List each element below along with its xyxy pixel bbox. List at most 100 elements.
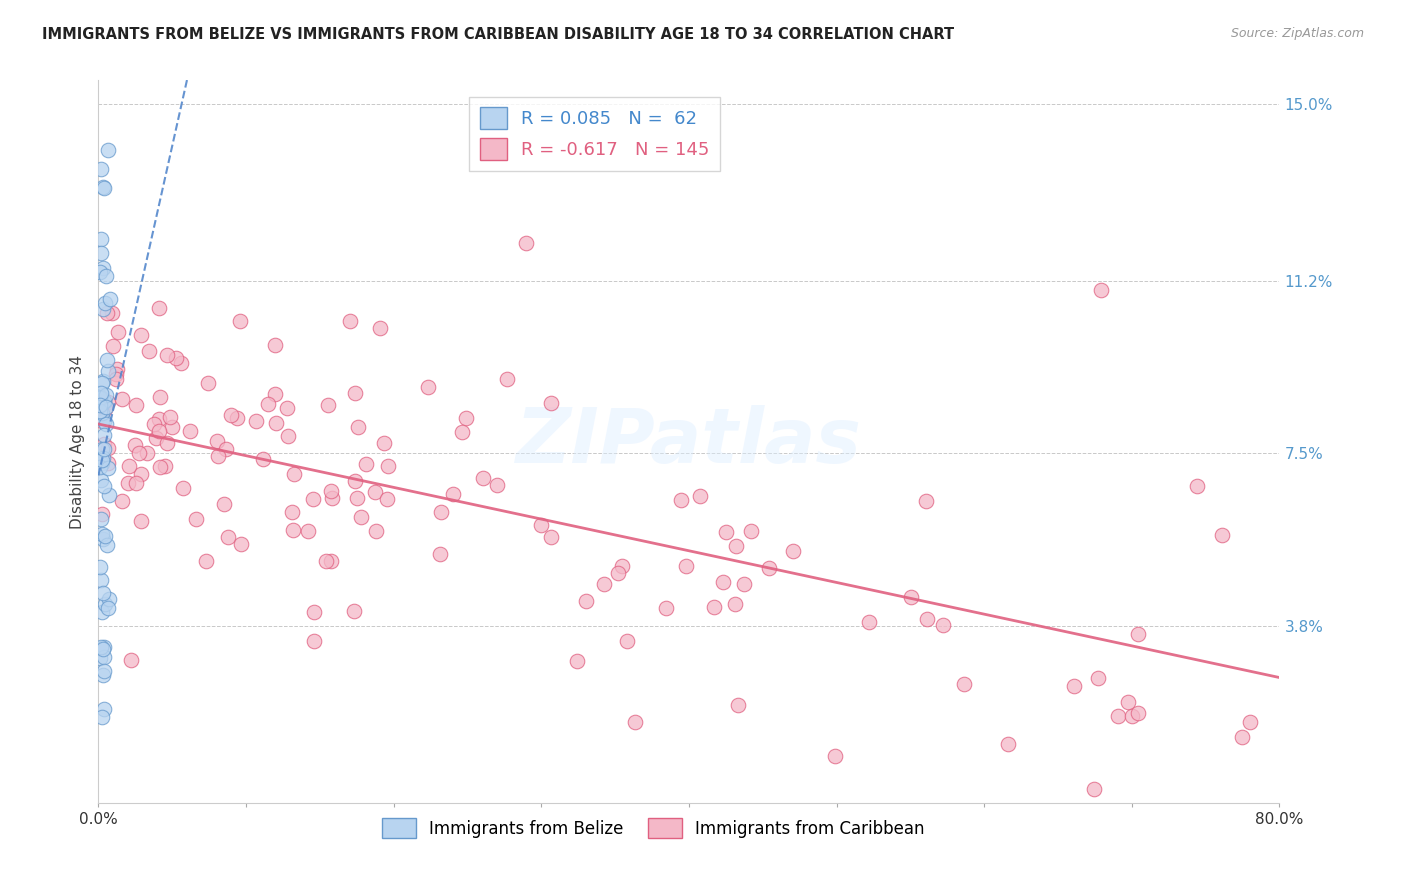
Point: [283, 523, 305, 537]
Point: [93, 442, 115, 456]
Point: [689, 489, 711, 503]
Point: [97, 601, 120, 615]
Point: [377, 458, 399, 473]
Point: [90, 526, 112, 541]
Point: [89, 560, 111, 574]
Point: [89, 232, 111, 246]
Point: [824, 749, 846, 764]
Point: [368, 321, 391, 335]
Point: [703, 600, 725, 615]
Point: [1121, 709, 1143, 723]
Point: [96, 305, 118, 319]
Text: Source: ZipAtlas.com: Source: ZipAtlas.com: [1230, 27, 1364, 40]
Point: [160, 420, 183, 434]
Point: [96, 538, 118, 552]
Point: [97, 395, 120, 409]
Point: [1107, 708, 1129, 723]
Point: [575, 594, 598, 608]
Point: [94, 529, 117, 543]
Point: [172, 481, 194, 495]
Point: [276, 401, 298, 416]
Point: [90, 386, 112, 401]
Point: [344, 385, 367, 400]
Point: [91, 586, 114, 600]
Point: [540, 396, 562, 410]
Text: IMMIGRANTS FROM BELIZE VS IMMIGRANTS FROM CARIBBEAN DISABILITY AGE 18 TO 34 CORR: IMMIGRANTS FROM BELIZE VS IMMIGRANTS FRO…: [42, 27, 955, 42]
Point: [1063, 679, 1085, 693]
Point: [441, 487, 464, 501]
Point: [264, 387, 287, 401]
Point: [149, 460, 172, 475]
Point: [1126, 706, 1149, 721]
Point: [266, 417, 288, 431]
Point: [485, 477, 508, 491]
Point: [90, 512, 112, 526]
Point: [607, 566, 630, 581]
Point: [94, 400, 117, 414]
Point: [93, 394, 115, 409]
Point: [111, 392, 134, 406]
Point: [515, 236, 537, 251]
Point: [93, 664, 115, 678]
Point: [214, 497, 236, 511]
Point: [125, 398, 148, 412]
Point: [103, 339, 125, 353]
Point: [170, 356, 193, 370]
Point: [277, 429, 299, 443]
Point: [343, 603, 366, 617]
Point: [207, 449, 229, 463]
Point: [319, 554, 342, 568]
Point: [90, 246, 112, 260]
Point: [315, 554, 337, 568]
Point: [364, 524, 387, 538]
Point: [149, 390, 172, 404]
Point: [302, 634, 325, 648]
Point: [89, 459, 111, 474]
Point: [93, 640, 115, 654]
Point: [117, 476, 139, 491]
Point: [165, 351, 187, 365]
Point: [90, 640, 112, 655]
Point: [91, 605, 114, 619]
Point: [97, 143, 120, 157]
Point: [758, 561, 780, 575]
Point: [90, 507, 112, 521]
Point: [675, 558, 697, 573]
Point: [159, 409, 181, 424]
Point: [350, 510, 373, 524]
Point: [215, 442, 238, 457]
Point: [1211, 528, 1233, 542]
Point: [740, 524, 762, 538]
Point: [914, 494, 936, 508]
Point: [727, 698, 749, 712]
Point: [90, 406, 112, 420]
Point: [179, 424, 201, 438]
Point: [257, 397, 280, 411]
Y-axis label: Disability Age 18 to 34: Disability Age 18 to 34: [69, 354, 84, 529]
Point: [1118, 695, 1140, 709]
Point: [93, 395, 115, 409]
Point: [96, 353, 118, 368]
Point: [90, 473, 112, 487]
Point: [93, 414, 115, 428]
Point: [105, 362, 128, 376]
Point: [97, 441, 120, 455]
Point: [91, 180, 114, 194]
Point: [94, 269, 117, 284]
Point: [138, 343, 160, 358]
Point: [713, 574, 735, 589]
Point: [1185, 479, 1208, 493]
Point: [917, 612, 939, 626]
Point: [724, 539, 747, 553]
Point: [529, 517, 551, 532]
Point: [107, 325, 129, 339]
Point: [1083, 782, 1105, 797]
Point: [91, 450, 114, 465]
Point: [297, 524, 319, 539]
Point: [105, 367, 128, 381]
Point: [94, 388, 117, 402]
Point: [281, 505, 304, 519]
Point: [318, 398, 340, 412]
Point: [97, 488, 120, 502]
Point: [97, 461, 120, 475]
